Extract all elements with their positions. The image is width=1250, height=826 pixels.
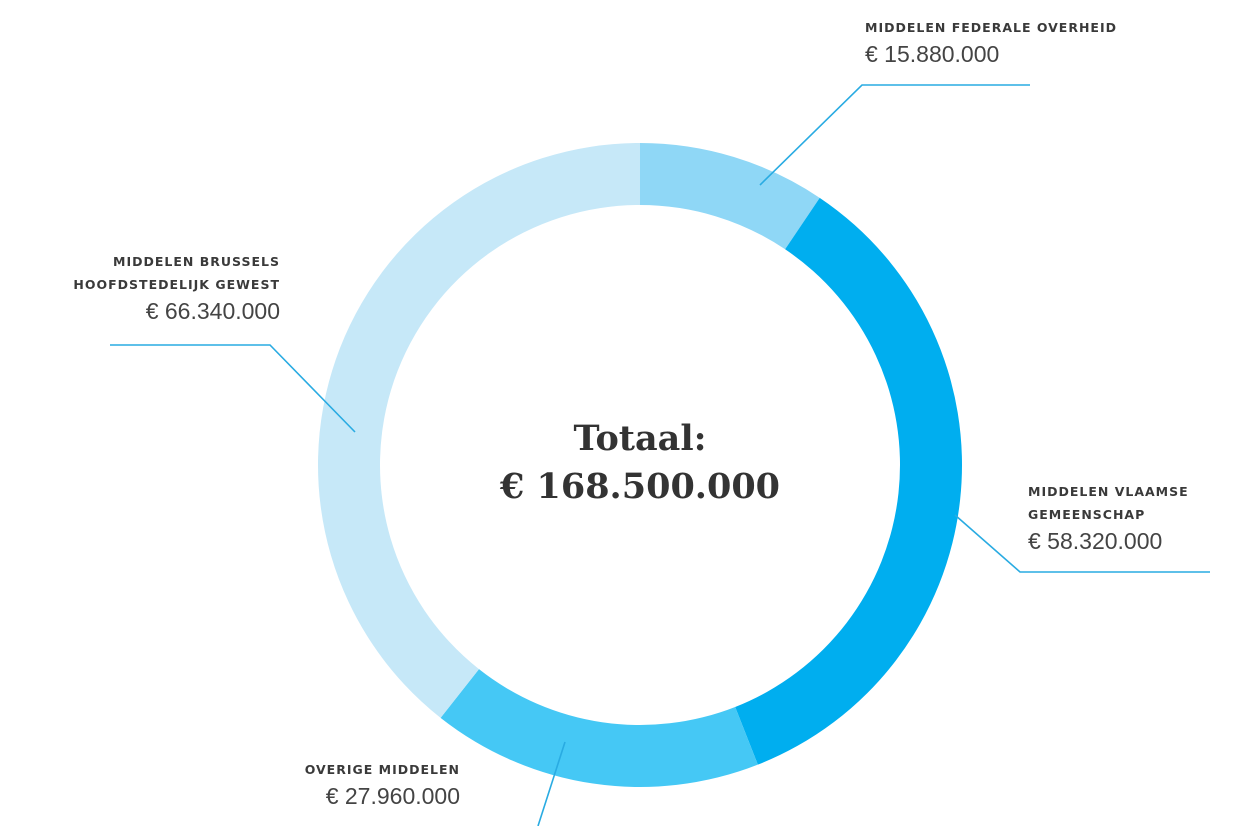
segment-value: € 58.320.000 xyxy=(1028,528,1163,554)
segment-label: OVERIGE MIDDELEN € 27.960.000 xyxy=(160,758,460,810)
segment-value: € 15.880.000 xyxy=(865,41,1000,67)
donut-segment xyxy=(640,143,820,250)
segment-value: € 27.960.000 xyxy=(325,783,460,809)
segment-label: MIDDELEN FEDERALE OVERHEID € 15.880.000 xyxy=(865,16,1205,68)
segment-name: MIDDELEN VLAAMSE GEMEENSCHAP xyxy=(1028,484,1189,522)
segment-label: MIDDELEN BRUSSELS HOOFDSTEDELIJK GEWEST €… xyxy=(0,250,280,325)
segment-name: MIDDELEN BRUSSELS HOOFDSTEDELIJK GEWEST xyxy=(73,254,280,292)
donut-segment xyxy=(735,197,962,765)
segment-label: MIDDELEN VLAAMSE GEMEENSCHAP € 58.320.000 xyxy=(1028,480,1228,555)
donut-segment xyxy=(317,143,640,718)
leader-line xyxy=(537,741,566,826)
segment-name: OVERIGE MIDDELEN xyxy=(304,762,460,777)
donut-segment xyxy=(440,669,758,787)
segment-name: MIDDELEN FEDERALE OVERHEID xyxy=(865,20,1118,35)
center-total: € 168.500.000 xyxy=(499,466,781,507)
leader-line xyxy=(110,344,356,433)
center-title: Totaal: xyxy=(573,418,707,459)
leader-line xyxy=(954,514,1210,573)
leader-line xyxy=(759,84,1030,186)
segment-value: € 66.340.000 xyxy=(145,298,280,324)
